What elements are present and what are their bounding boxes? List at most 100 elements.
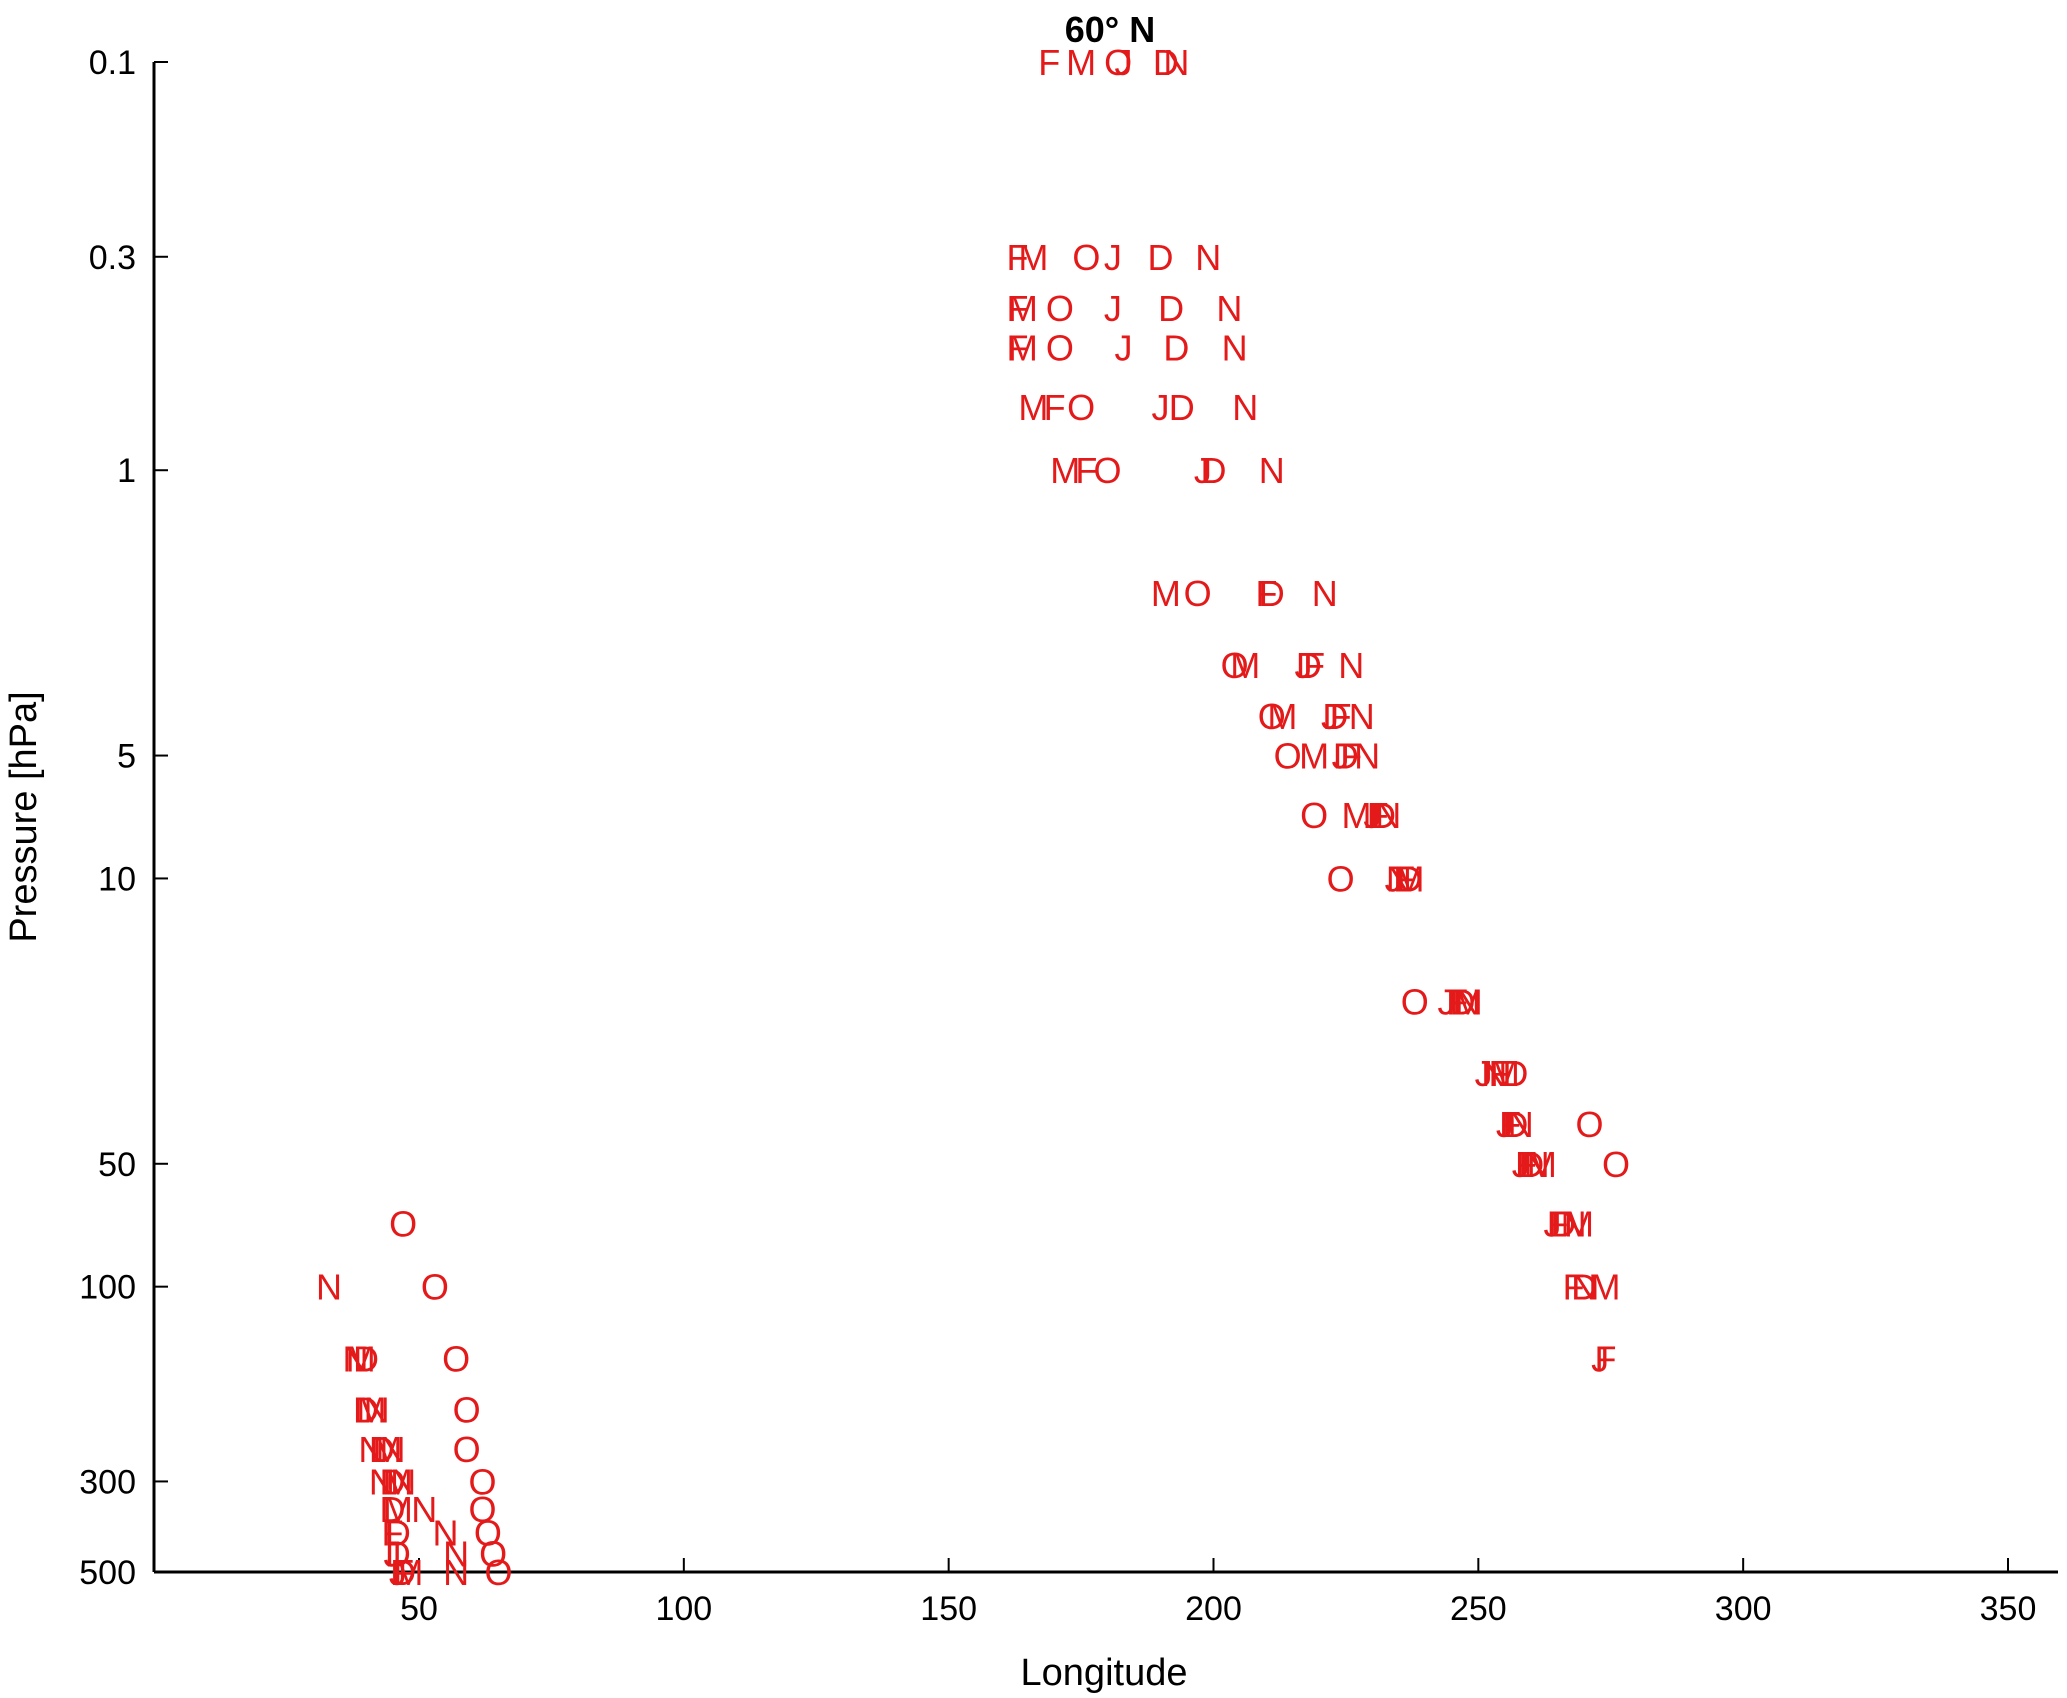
data-point-label: O xyxy=(1221,645,1249,686)
data-point-label: M xyxy=(1230,645,1260,686)
data-point-label: N xyxy=(1561,1203,1587,1244)
data-point-label: F xyxy=(1303,645,1325,686)
data-point-label: J xyxy=(1321,696,1339,737)
data-point-label: D xyxy=(1201,450,1227,491)
data-point-label: D xyxy=(1148,237,1174,278)
data-point-label: J xyxy=(1332,736,1350,777)
data-point-label: O xyxy=(484,1552,512,1593)
data-point-label: N xyxy=(1222,327,1248,368)
data-point-label: O xyxy=(389,1203,417,1244)
data-point-label: M xyxy=(1564,1203,1594,1244)
data-point-label: J xyxy=(384,1533,402,1574)
y-tick-label: 50 xyxy=(98,1146,136,1184)
data-point-label: D xyxy=(353,1390,379,1431)
data-point-label: N xyxy=(411,1489,437,1530)
data-point-label: F xyxy=(392,1552,414,1593)
data-point-label: F xyxy=(382,1512,404,1553)
data-point-label: O xyxy=(1327,858,1355,899)
data-point-label: O xyxy=(1094,450,1122,491)
data-point-label: D xyxy=(1550,1203,1576,1244)
data-point-label: M xyxy=(1066,42,1096,83)
data-point-label: D xyxy=(380,1489,406,1530)
data-point-label: N xyxy=(1481,1053,1507,1094)
data-point-label: J xyxy=(1104,288,1122,329)
data-point-label: N xyxy=(1349,696,1375,737)
y-tick-label: 10 xyxy=(98,860,136,898)
data-point-label: N xyxy=(1338,645,1364,686)
data-point-label: N xyxy=(1354,736,1380,777)
data-point-label: D xyxy=(1169,387,1195,428)
data-point-label: F xyxy=(1044,387,1066,428)
data-point-label: N xyxy=(1524,1144,1550,1185)
x-tick-label: 250 xyxy=(1450,1590,1507,1628)
data-point-label: M xyxy=(1151,573,1181,614)
data-point-label: M xyxy=(356,1390,386,1431)
data-point-label: N xyxy=(342,1339,368,1380)
data-point-label: D xyxy=(1502,1104,1528,1145)
data-point-label: J xyxy=(1512,1144,1530,1185)
data-point-label: D xyxy=(385,1512,411,1553)
data-point-label: O xyxy=(474,1512,502,1553)
data-point-label: M xyxy=(346,1339,376,1380)
y-axis-label: Pressure [hPa] xyxy=(3,691,45,942)
data-point-label: D xyxy=(1259,573,1285,614)
data-point-label: N xyxy=(1259,450,1285,491)
x-ticks: 50 100 150 200 250 300 350 xyxy=(400,1558,2036,1628)
data-point-label: M xyxy=(1267,696,1297,737)
data-point-label: M xyxy=(1490,1053,1520,1094)
data-point-label: N xyxy=(380,1429,406,1470)
data-point-label: F xyxy=(1007,288,1029,329)
data-point-label: F xyxy=(1499,1104,1521,1145)
y-ticks: 0.1 0.3 1 5 10 50 100 300 500 xyxy=(79,44,168,1592)
x-tick-label: 200 xyxy=(1185,1590,1242,1628)
data-point-label: N xyxy=(1312,573,1338,614)
data-point-label: F xyxy=(1547,1203,1569,1244)
data-point-label: O xyxy=(453,1429,481,1470)
data-point-label: F xyxy=(1075,450,1097,491)
data-point-label: O xyxy=(469,1489,497,1530)
data-point-label: F xyxy=(1340,736,1362,777)
y-tick-label: 0.3 xyxy=(89,239,136,277)
data-point-label: M xyxy=(1527,1144,1557,1185)
data-point-label: M xyxy=(1008,327,1038,368)
data-point-label: N xyxy=(1571,1267,1597,1308)
data-point-label: N xyxy=(369,1461,395,1502)
data-point-label: F xyxy=(1255,573,1277,614)
data-point-label: O xyxy=(1274,736,1302,777)
data-point-label: O xyxy=(1184,573,1212,614)
y-tick-label: 300 xyxy=(79,1463,136,1501)
data-point-label: J xyxy=(1152,387,1170,428)
data-point-label: J xyxy=(1114,327,1132,368)
data-point-label: M xyxy=(383,1489,413,1530)
data-point-label: D xyxy=(1396,858,1422,899)
y-tick-label: 500 xyxy=(79,1554,136,1592)
data-point-label: O xyxy=(421,1267,449,1308)
data-point-label: N xyxy=(364,1390,390,1431)
data-point-label: F xyxy=(1446,981,1468,1022)
y-tick-label: 5 xyxy=(117,738,136,776)
data-point-label: N xyxy=(1508,1104,1534,1145)
data-point-label: M xyxy=(393,1552,423,1593)
data-point-label: D xyxy=(1296,645,1322,686)
data-point-label: O xyxy=(1576,1104,1604,1145)
data-point-label: M xyxy=(1299,736,1329,777)
data-point-label: M xyxy=(1590,1267,1620,1308)
plot-area: 50 100 150 200 250 300 350 0.10.31510501003005… xyxy=(79,42,2058,1628)
data-point-label: N xyxy=(358,1429,384,1470)
data-point-label: J xyxy=(1104,237,1122,278)
data-point-label: N xyxy=(390,1461,416,1502)
x-tick-label: 300 xyxy=(1715,1590,1772,1628)
data-point-label: J xyxy=(389,1552,407,1593)
data-point-label: D xyxy=(1158,288,1184,329)
y-tick-label: 0.1 xyxy=(89,44,136,82)
data-point-label: D xyxy=(1333,736,1359,777)
y-tick-label: 100 xyxy=(79,1269,136,1307)
data-point-label: F xyxy=(1594,1339,1616,1380)
data-point-label: N xyxy=(443,1533,469,1574)
data-point-label: F xyxy=(1489,1053,1511,1094)
data-point-label: O xyxy=(479,1533,507,1574)
data-point-label: F xyxy=(1515,1144,1537,1185)
data-point-label: J xyxy=(1194,450,1212,491)
data-point-label: D xyxy=(369,1429,395,1470)
